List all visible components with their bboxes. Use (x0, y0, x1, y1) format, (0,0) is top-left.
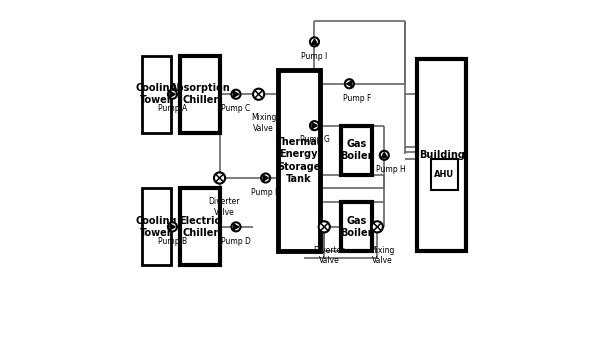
Circle shape (214, 172, 225, 184)
Circle shape (371, 221, 383, 232)
Circle shape (168, 222, 177, 231)
Polygon shape (170, 91, 175, 97)
Bar (341, 202, 372, 251)
Polygon shape (347, 81, 352, 87)
Text: Diverter
Valve: Diverter Valve (314, 246, 345, 266)
Polygon shape (263, 175, 268, 181)
Bar (341, 126, 372, 174)
Text: Mixing
Valve: Mixing Valve (251, 113, 276, 133)
Bar (180, 56, 220, 133)
Circle shape (231, 90, 240, 99)
Text: Pump H: Pump H (376, 165, 405, 174)
Polygon shape (312, 39, 317, 44)
Text: Pump G: Pump G (300, 135, 330, 144)
Bar (141, 188, 172, 265)
Polygon shape (234, 91, 239, 97)
Bar (418, 59, 466, 251)
Polygon shape (234, 224, 239, 230)
Text: Pump A: Pump A (158, 104, 187, 113)
Circle shape (310, 121, 319, 130)
Bar (141, 56, 172, 133)
Text: Pump B: Pump B (158, 237, 187, 246)
Text: Cooling
Tower: Cooling Tower (136, 216, 177, 238)
Text: Thermal
Energy
Storage
Tank: Thermal Energy Storage Tank (276, 137, 322, 184)
Text: Pump F: Pump F (343, 94, 371, 103)
Circle shape (379, 151, 389, 160)
Bar (180, 188, 220, 265)
Circle shape (231, 222, 240, 231)
Text: Mixing
Valve: Mixing Valve (370, 246, 395, 266)
Circle shape (168, 90, 177, 99)
Text: Pump I: Pump I (301, 52, 328, 61)
Text: Diverter
Valve: Diverter Valve (208, 197, 240, 217)
Text: AHU: AHU (434, 170, 454, 179)
Text: Pump D: Pump D (221, 237, 251, 246)
Circle shape (310, 37, 319, 46)
Polygon shape (381, 153, 387, 158)
Polygon shape (170, 224, 175, 230)
Circle shape (319, 221, 330, 232)
Text: Gas
Boiler: Gas Boiler (340, 139, 373, 161)
Circle shape (261, 173, 270, 183)
Text: Absorption
Chiller: Absorption Chiller (170, 83, 231, 105)
Bar (431, 159, 458, 190)
Bar (278, 70, 320, 251)
Circle shape (345, 79, 354, 88)
Circle shape (253, 89, 264, 100)
Text: Pump C: Pump C (221, 104, 250, 113)
Text: Cooling
Tower: Cooling Tower (136, 83, 177, 105)
Text: Electric
Chiller: Electric Chiller (180, 216, 221, 238)
Text: Pump E: Pump E (252, 188, 280, 197)
Text: Building: Building (419, 150, 465, 160)
Polygon shape (312, 123, 317, 128)
Text: Gas
Boiler: Gas Boiler (340, 216, 373, 238)
